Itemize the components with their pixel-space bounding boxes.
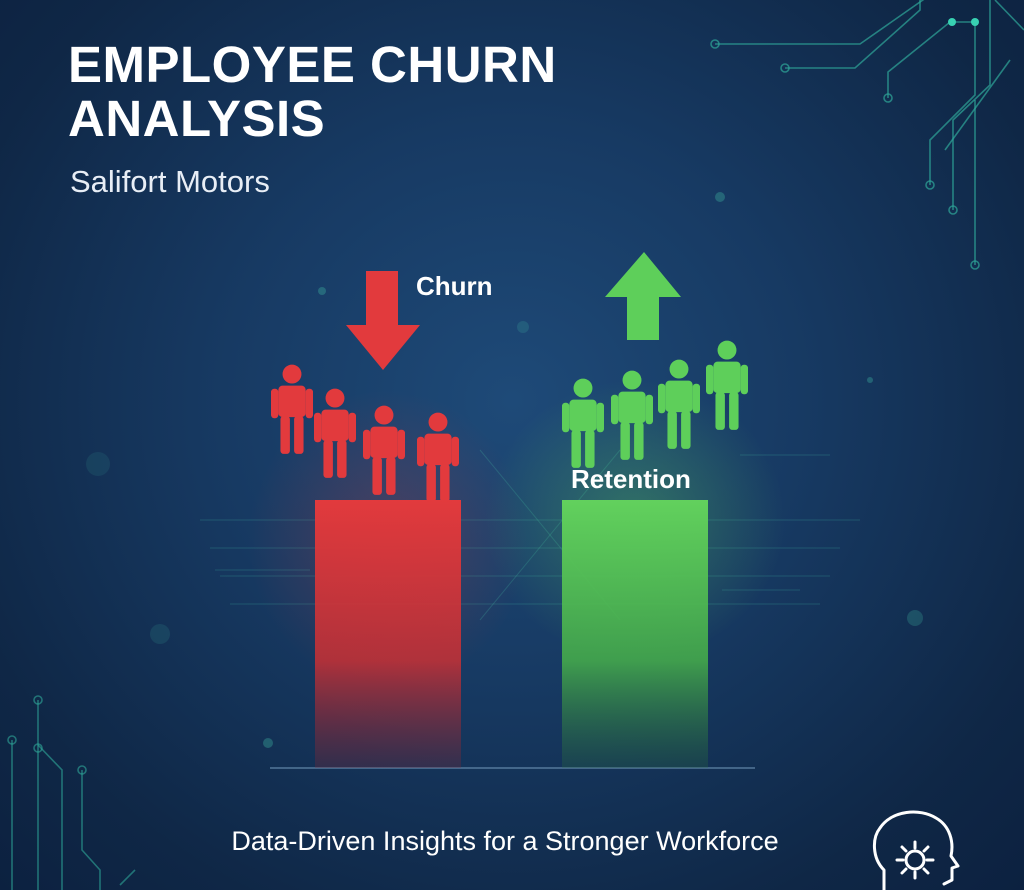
circuit-node [948,18,956,26]
retention-bar [562,500,708,768]
company-subtitle: Salifort Motors [70,164,270,199]
bokeh-dots [86,192,923,748]
arrow-up-icon [605,252,681,340]
arrow-down-icon [346,271,420,370]
churn-bar [315,500,461,768]
circuit-lines-bottom-left [7,695,136,890]
gear-head-icon [873,810,960,890]
page-title: EMPLOYEE CHURN ANALYSIS [68,36,557,147]
circuit-lines-top-right [710,0,1024,270]
retention-label: Retention [571,464,691,494]
churn-label: Churn [416,271,493,301]
tagline: Data-Driven Insights for a Stronger Work… [231,826,779,856]
circuit-node [971,18,979,26]
